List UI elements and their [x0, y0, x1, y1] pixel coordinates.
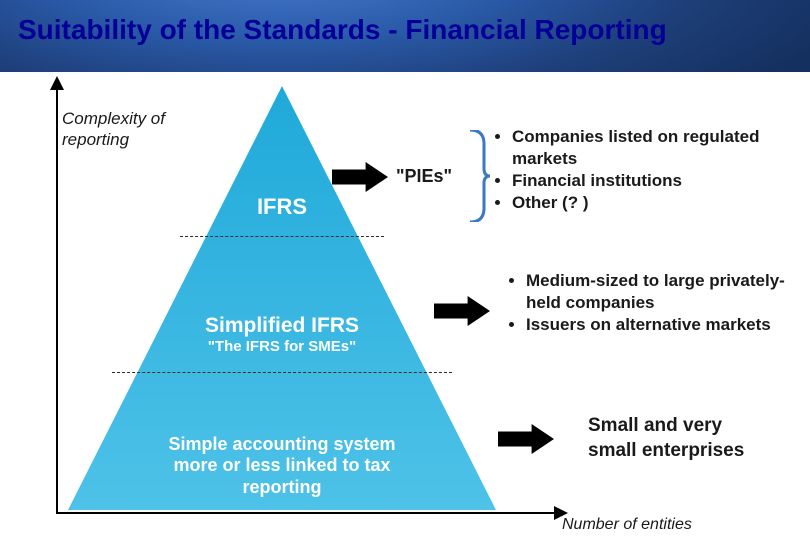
x-axis — [56, 512, 556, 514]
tier-label-text: IFRS — [257, 194, 307, 219]
pyramid-divider-1 — [180, 236, 383, 237]
slide-title: Suitability of the Standards - Financial… — [18, 14, 667, 46]
tier-label-simple: Simple accounting system more or less li… — [122, 412, 442, 498]
right-text-bottom: Small and very small enterprises — [588, 414, 800, 463]
right-list-middle: Medium-sized to large privately-held com… — [508, 270, 800, 336]
list-item: Issuers on alternative markets — [526, 314, 800, 336]
y-axis — [56, 84, 58, 514]
tier-label-ifrs: IFRS — [122, 168, 442, 221]
arrow-icon — [332, 162, 388, 197]
y-axis-arrow-icon — [50, 76, 64, 90]
list-item: Financial institutions — [512, 170, 800, 192]
arrow-icon — [434, 296, 490, 331]
bracket-icon — [468, 130, 490, 227]
tier-label-text: Simplified IFRS — [205, 314, 359, 337]
pies-label: "PIEs" — [396, 166, 452, 187]
arrow-icon — [498, 424, 554, 459]
x-axis-label: Number of entities — [562, 516, 692, 534]
list-item: Companies listed on regulated markets — [512, 126, 800, 170]
list-item: Other (? ) — [512, 192, 800, 214]
slide-root: Suitability of the Standards - Financial… — [0, 0, 810, 540]
right-list-top: Companies listed on regulated markets Fi… — [494, 126, 800, 214]
tier-label-simplified: Simplified IFRS "The IFRS for SMEs" — [122, 288, 442, 382]
tier-label-text: Simple accounting system more or less li… — [168, 434, 395, 497]
list-item: Medium-sized to large privately-held com… — [526, 270, 800, 314]
tier-label-subtext: "The IFRS for SMEs" — [122, 338, 442, 356]
diagram-area: Complexity of reporting Number of entiti… — [0, 72, 810, 540]
